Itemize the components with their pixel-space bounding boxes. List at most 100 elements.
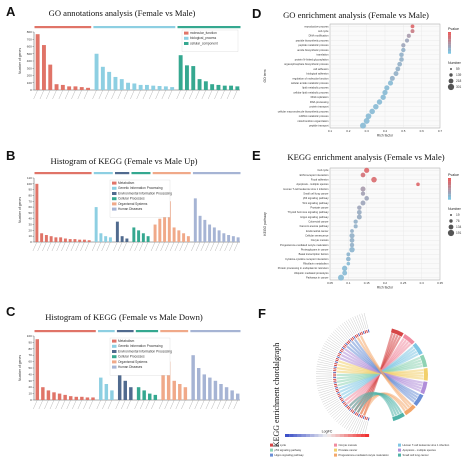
d-term-label: biological adhesion [306, 72, 329, 76]
b-legend-swatch [112, 202, 117, 206]
c-category-tick [126, 399, 131, 410]
chord-gene-label-stub [338, 326, 349, 339]
a-bar [86, 87, 91, 90]
chord-legend-color-step [348, 434, 353, 437]
c-bar [166, 361, 171, 400]
d-bubble [395, 66, 401, 72]
b-bar [82, 239, 86, 242]
b-category-tick [229, 241, 234, 252]
c-bar [110, 390, 114, 400]
a-legend-entry: biological_process [190, 36, 217, 40]
b-bar [44, 235, 48, 242]
c-category-tick [83, 399, 88, 410]
e-term-label: Riboflavin metabolism [303, 262, 328, 266]
d-legend-color-step [448, 44, 451, 47]
chord-gene-label-stub [331, 333, 344, 344]
a-legend-swatch [184, 31, 189, 35]
d-bubble [399, 57, 404, 62]
chord-gene-label-stub [352, 418, 360, 433]
b-category-tick [165, 241, 170, 252]
b-y-tick-label: 60 [28, 205, 32, 209]
b-legend-swatch [112, 186, 117, 190]
d-term-label: translation [317, 53, 330, 57]
chord-gene-segment [342, 345, 346, 349]
chord-gene-label-stub [320, 391, 336, 398]
b-legend-entry: Environmental Information Processing [118, 191, 172, 195]
chord-legend-color-step [314, 434, 319, 437]
a-category-tick [117, 89, 122, 100]
a-category-tick [195, 89, 200, 100]
c-category-tick [175, 399, 180, 410]
e-bubble [349, 242, 355, 248]
chord-gene-segment [366, 329, 368, 333]
d-legend-size-title: Number [448, 61, 462, 65]
b-category-tick [56, 241, 61, 252]
chord-gene-label-stub [341, 323, 352, 337]
d-bubble [380, 94, 386, 100]
b-group-band [192, 172, 241, 175]
e-bubble [364, 167, 370, 173]
c-category-tick [55, 399, 60, 410]
a-category-tick [64, 89, 70, 100]
a-bar [163, 86, 168, 90]
chord-gene-segment [339, 349, 343, 353]
chord-gene-segment [357, 333, 361, 337]
chord-legend-swatch [334, 443, 337, 447]
chord-gene-segment [346, 405, 350, 409]
e-term-label: Apoptosis - multiple species [296, 182, 329, 186]
a-bar [132, 83, 137, 90]
c-y-tick-label: 0 [30, 398, 32, 402]
b-category-tick [91, 241, 97, 252]
d-term-label: mitochondrion organization [297, 119, 329, 123]
chord-gene-label-stub [340, 412, 351, 426]
b-category-tick [75, 241, 80, 252]
chord-pathway-arc [413, 393, 424, 407]
chord-gene-segment [339, 397, 343, 401]
c-category-tick [164, 399, 169, 410]
b-legend-swatch [112, 197, 117, 201]
c-group-band [34, 330, 96, 333]
chord-legend-color-step [352, 434, 357, 437]
a-category-tick [98, 89, 104, 100]
b-y-tick-label: 100 [27, 182, 32, 186]
chord-gene-label-stub [334, 329, 347, 342]
e-x-tick-label: 0.3 [420, 281, 425, 285]
a-bar [119, 79, 124, 90]
a-category-tick [142, 89, 148, 100]
chord-gene-label-stub [328, 337, 342, 347]
d-bubble [393, 71, 399, 77]
d-bubble [373, 103, 379, 110]
c-y-tick-label: 30 [28, 379, 32, 383]
b-bar [153, 224, 157, 242]
chord-legend-color-step [293, 434, 298, 437]
b-category-tick [139, 241, 144, 252]
b-bar [49, 236, 53, 242]
chord-gene-label-stub [323, 345, 338, 354]
panel-e-letter: E [252, 148, 261, 163]
b-category-tick [179, 241, 184, 252]
c-bar [46, 390, 51, 400]
chord-pathway-arc [402, 333, 415, 345]
d-legend-size-label: 59 [456, 67, 460, 71]
b-category-tick [70, 241, 76, 252]
d-legend-color-step [448, 48, 451, 51]
d-bubble [387, 80, 394, 86]
kegg-down-bar-chart: 0 10 20 30 40 50 60 70 80 90 100 Number of genes Met… [18, 330, 241, 410]
chord-gene-segment [367, 417, 370, 421]
chord-gene-segment [343, 344, 347, 347]
d-legend-color-step [448, 39, 451, 42]
d-term-label: lipid metabolic process [302, 86, 329, 90]
b-category-tick [61, 241, 66, 252]
c-bar [213, 380, 218, 400]
chord-gene-label-stub [350, 417, 358, 432]
d-term-label: peptide biosynthetic process [296, 38, 329, 42]
b-y-tick-label: 70 [28, 199, 32, 203]
b-category-tick [150, 241, 156, 252]
c-category-tick [151, 399, 156, 410]
a-bar [94, 53, 99, 90]
chord-gene-label-stub [317, 386, 334, 391]
chord-legend-swatch [398, 443, 401, 447]
a-category-tick [83, 89, 89, 100]
a-legend-entry: molecular_function [190, 31, 217, 35]
chord-gene-label-stub [325, 341, 340, 350]
